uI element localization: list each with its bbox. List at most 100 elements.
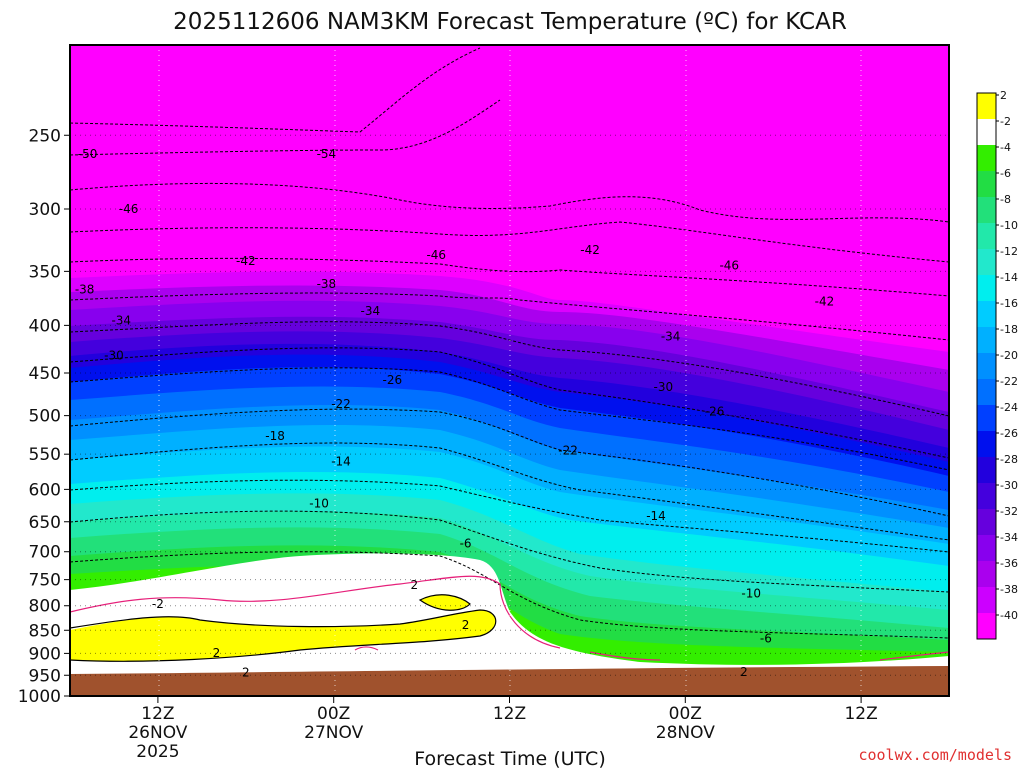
contour-labels: -50 -54 -46 -42 -46 -42 -46 -42 -38 -38 -34 -34 -34 -… [75,147,834,679]
contour-label: -6 [760,631,772,645]
colorbar-label: 2 [1000,89,1007,102]
colorbar-label: -10 [1000,219,1018,232]
contour-label: -18 [265,429,285,443]
colorbar-label: -26 [1000,427,1018,440]
y-tick-label: 950 [29,666,61,686]
colorbar-swatch [977,145,996,171]
colorbar-swatch [977,405,996,431]
grid [158,45,862,696]
colorbar-swatch [977,561,996,587]
contour-label: -22 [558,443,578,457]
colorbar-label: -18 [1000,323,1018,336]
contour-label: -22 [331,397,351,411]
colorbar-label: -40 [1000,609,1018,622]
contour-label: -46 [719,259,739,273]
x-tick-label: 26NOV [128,723,187,743]
colorbar-swatch [977,223,996,249]
y-tick-label: 900 [29,644,61,664]
colorbar-swatch [977,327,996,353]
colorbar-label: -14 [1000,271,1018,284]
chart-title: 2025112606 NAM3KM Forecast Temperature (… [173,9,847,35]
colorbar-swatch [977,119,996,145]
colorbar-swatch [977,613,996,639]
contour-label: -46 [119,202,139,216]
colorbar-label: -28 [1000,453,1018,466]
contour-label: -42 [580,243,600,257]
x-tick-label: 12Z [141,704,174,724]
colorbar-swatch [977,535,996,561]
contour-label: -30 [654,380,674,394]
contour-label: -34 [111,313,131,327]
contour-label: -10 [741,586,761,600]
contour-label: -34 [361,304,381,318]
contour-label: -38 [317,277,337,291]
y-tick-label: 300 [29,200,61,220]
colorbar-label: -20 [1000,349,1018,362]
y-tick-label: 1000 [18,687,61,707]
x-tick-label: 12Z [844,704,877,724]
colorbar-label: -36 [1000,557,1018,570]
colorbar-swatch [977,379,996,405]
contour-label: -42 [815,294,835,308]
isotherms [70,47,949,639]
band-plus-2 [70,610,496,662]
y-tick-label: 350 [29,262,61,282]
y-tick-label: 650 [29,513,61,533]
credit-text: coolwx.com/models [858,746,1012,764]
colorbar-label: -34 [1000,531,1018,544]
contour-label: 2 [740,665,748,679]
x-tick-label: 00Z [317,704,350,724]
colorbar-label: -32 [1000,505,1018,518]
y-tick-label: 700 [29,543,61,563]
colorbar-label: -6 [1000,167,1011,180]
colorbar-swatch [977,301,996,327]
colorbar-label: -16 [1000,297,1018,310]
contour-label: -14 [331,454,351,468]
colorbar-label: -30 [1000,479,1018,492]
colorbar-swatch [977,483,996,509]
colorbar-label: -22 [1000,375,1018,388]
contour-label: -14 [646,509,666,523]
band-zero [70,553,949,696]
pink-contours [70,575,949,661]
contour-label: -50 [78,147,98,161]
y-tick-label: 450 [29,364,61,384]
contour-label: -34 [661,329,681,343]
y-axis: 250 300 350 400 450 500 550 600 650 700 750 800 850 9… [18,126,70,707]
y-tick-label: 750 [29,571,61,591]
x-tick-label: 27NOV [304,723,363,743]
y-tick-label: 550 [29,445,61,465]
colorbar-label: -8 [1000,193,1011,206]
colorbar-label: -24 [1000,401,1018,414]
contour-label: -46 [426,248,446,262]
freezing-contours [70,594,497,662]
contour-label: -42 [236,254,256,268]
contour-label: -26 [382,373,402,387]
x-tick-label: 12Z [493,704,526,724]
colorbar-swatch [977,171,996,197]
y-tick-label: 800 [29,597,61,617]
colorbar-swatch [977,249,996,275]
colorbar-label: -2 [1000,115,1011,128]
x-tick-label: 2025 [136,742,179,762]
contour-label: 2 [213,646,221,660]
contour-label: -6 [460,537,472,551]
y-tick-label: 500 [29,407,61,427]
contour-label: 2 [410,578,418,592]
plot-area: -50 -54 -46 -42 -46 -42 -46 -42 -38 -38 -34 -34 -34 -… [70,45,949,696]
colorbar-swatch [977,93,996,119]
colorbar-swatch [977,431,996,457]
contour-label: 2 [242,665,250,679]
x-axis-label: Forecast Time (UTC) [414,748,605,768]
contour-label: -30 [104,349,124,363]
colorbar-label: -12 [1000,245,1018,258]
y-tick-label: 400 [29,316,61,336]
colorbar: 2 -2 -4 -6 -8 -10 -12 -14 -16 -18 -20 -22 -24 -26 -28 -… [976,89,1018,640]
colorbar-label: -4 [1000,141,1011,154]
contour-label: -38 [75,282,95,296]
colorbar-swatch [977,275,996,301]
contour-label: -10 [309,496,329,510]
colorbar-swatch [977,353,996,379]
